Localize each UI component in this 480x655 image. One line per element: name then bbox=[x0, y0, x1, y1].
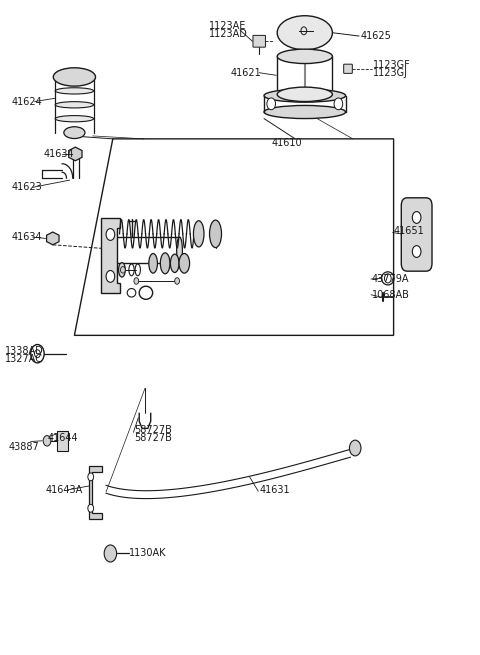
Text: 1068AB: 1068AB bbox=[372, 290, 410, 300]
Ellipse shape bbox=[55, 74, 94, 80]
Text: 1123AD: 1123AD bbox=[209, 29, 248, 39]
Circle shape bbox=[412, 246, 421, 257]
Circle shape bbox=[43, 436, 51, 446]
Text: 1130AK: 1130AK bbox=[129, 548, 166, 559]
Text: 58727B: 58727B bbox=[134, 432, 172, 443]
Text: 41643A: 41643A bbox=[46, 485, 83, 495]
Ellipse shape bbox=[55, 102, 94, 108]
Circle shape bbox=[267, 98, 276, 109]
Text: 41631: 41631 bbox=[259, 485, 290, 495]
Text: 41621: 41621 bbox=[230, 67, 261, 78]
Ellipse shape bbox=[264, 89, 346, 102]
Text: 1123GJ: 1123GJ bbox=[373, 68, 408, 79]
Circle shape bbox=[104, 545, 117, 562]
Circle shape bbox=[349, 440, 361, 456]
Ellipse shape bbox=[119, 263, 125, 277]
Polygon shape bbox=[101, 217, 120, 293]
Bar bbox=[57, 431, 68, 451]
Text: 41610: 41610 bbox=[271, 138, 302, 148]
Ellipse shape bbox=[177, 237, 182, 263]
Ellipse shape bbox=[149, 253, 157, 273]
Text: 41623: 41623 bbox=[12, 182, 43, 193]
Ellipse shape bbox=[64, 127, 85, 139]
Circle shape bbox=[175, 278, 180, 284]
Polygon shape bbox=[47, 232, 59, 245]
Circle shape bbox=[412, 212, 421, 223]
Text: 1327AC: 1327AC bbox=[5, 354, 43, 364]
Text: 43887: 43887 bbox=[9, 441, 39, 452]
Ellipse shape bbox=[55, 88, 94, 94]
Circle shape bbox=[134, 278, 139, 284]
Circle shape bbox=[334, 98, 343, 109]
Text: 41634: 41634 bbox=[12, 232, 43, 242]
Circle shape bbox=[106, 271, 115, 282]
Ellipse shape bbox=[210, 220, 222, 248]
Ellipse shape bbox=[170, 254, 179, 272]
Polygon shape bbox=[69, 147, 82, 160]
Circle shape bbox=[88, 504, 94, 512]
Text: 41644: 41644 bbox=[48, 432, 79, 443]
FancyBboxPatch shape bbox=[401, 198, 432, 271]
Ellipse shape bbox=[55, 115, 94, 122]
Ellipse shape bbox=[264, 105, 346, 119]
Ellipse shape bbox=[277, 87, 333, 102]
FancyBboxPatch shape bbox=[253, 35, 265, 47]
Text: 1123AE: 1123AE bbox=[209, 21, 246, 31]
Ellipse shape bbox=[193, 221, 204, 247]
Text: 41634: 41634 bbox=[43, 149, 74, 159]
Ellipse shape bbox=[160, 253, 170, 274]
Text: 43779A: 43779A bbox=[372, 274, 409, 284]
Ellipse shape bbox=[53, 68, 96, 86]
Ellipse shape bbox=[277, 16, 333, 50]
Text: 1338AD: 1338AD bbox=[5, 346, 44, 356]
Polygon shape bbox=[89, 466, 102, 519]
FancyBboxPatch shape bbox=[344, 64, 352, 73]
Circle shape bbox=[106, 229, 115, 240]
Ellipse shape bbox=[179, 253, 190, 273]
Text: 41624: 41624 bbox=[12, 96, 43, 107]
Text: 58727B: 58727B bbox=[134, 424, 172, 435]
Text: 41651: 41651 bbox=[394, 225, 424, 236]
Ellipse shape bbox=[277, 49, 333, 64]
Circle shape bbox=[120, 267, 125, 273]
Text: 1123GF: 1123GF bbox=[373, 60, 411, 71]
Text: 41625: 41625 bbox=[361, 31, 392, 41]
Circle shape bbox=[88, 473, 94, 481]
